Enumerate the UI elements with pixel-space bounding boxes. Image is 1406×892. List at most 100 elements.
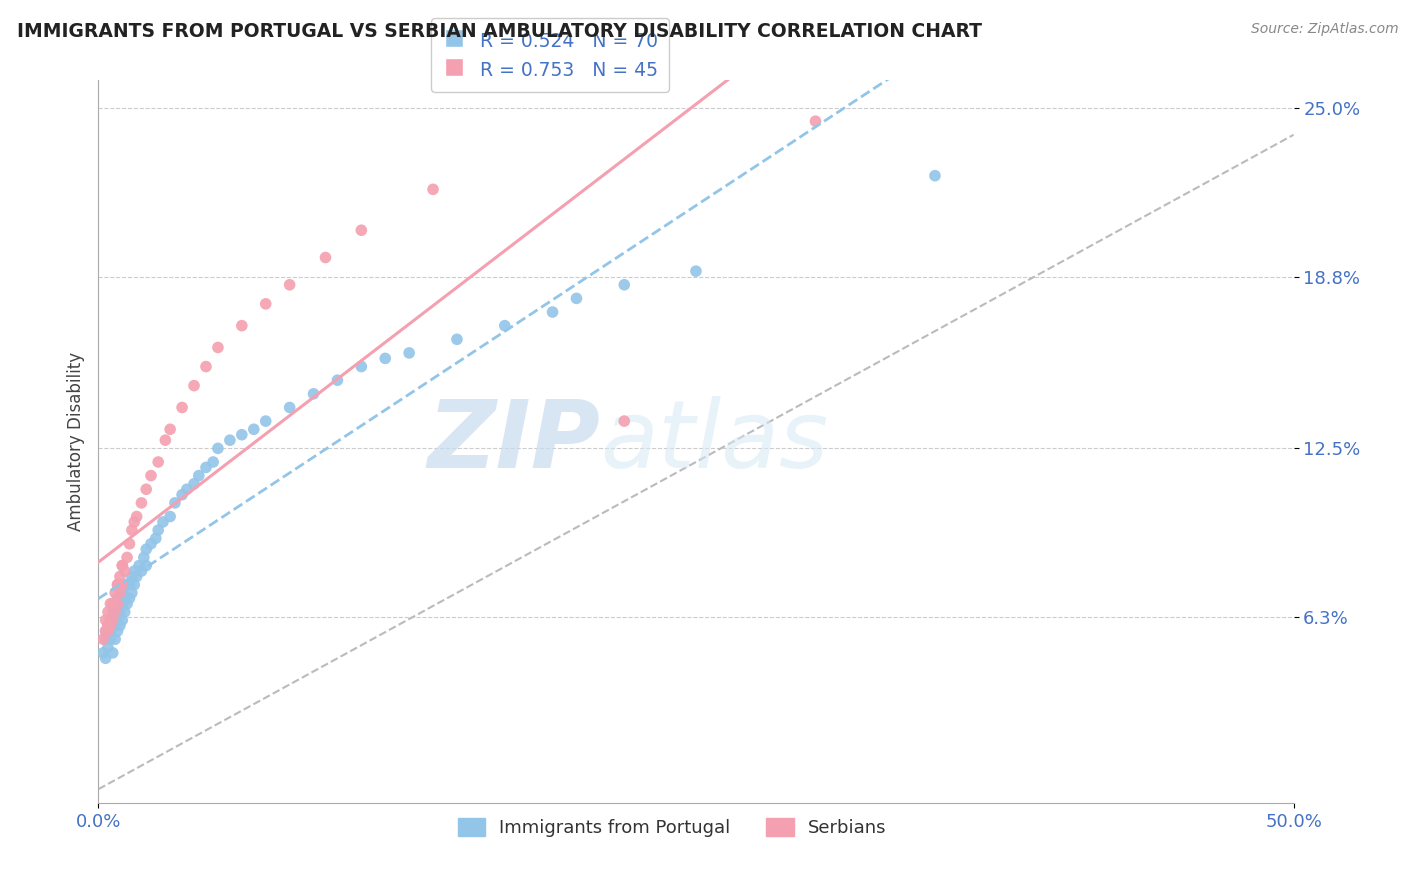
Point xyxy=(446,332,468,346)
Point xyxy=(104,632,127,647)
Point xyxy=(183,378,205,392)
Point xyxy=(172,488,194,502)
Point xyxy=(207,341,229,355)
Point xyxy=(278,401,301,415)
Point xyxy=(111,586,134,600)
Point xyxy=(108,569,131,583)
Point xyxy=(104,618,127,632)
Point xyxy=(97,640,120,655)
Point xyxy=(111,613,134,627)
Point xyxy=(91,646,114,660)
Point xyxy=(114,591,136,606)
Point xyxy=(163,496,186,510)
Point xyxy=(219,433,242,447)
Point xyxy=(125,509,148,524)
Point xyxy=(98,613,122,627)
Point xyxy=(94,613,117,627)
Point xyxy=(195,359,218,374)
Point xyxy=(172,401,194,415)
Point xyxy=(111,577,134,591)
Point xyxy=(139,537,162,551)
Point xyxy=(115,577,138,591)
Point xyxy=(152,515,174,529)
Point xyxy=(131,564,153,578)
Point xyxy=(565,292,588,306)
Point xyxy=(128,558,150,573)
Point xyxy=(315,251,337,265)
Point xyxy=(135,482,157,496)
Point xyxy=(94,651,117,665)
Point xyxy=(350,359,373,374)
Point xyxy=(104,586,127,600)
Point xyxy=(101,597,124,611)
Point xyxy=(97,605,120,619)
Point xyxy=(108,586,131,600)
Point xyxy=(118,537,141,551)
Legend: Immigrants from Portugal, Serbians: Immigrants from Portugal, Serbians xyxy=(450,811,894,845)
Point xyxy=(107,613,129,627)
Point xyxy=(107,597,129,611)
Point xyxy=(97,618,120,632)
Point xyxy=(118,577,141,591)
Point xyxy=(398,346,420,360)
Point xyxy=(121,569,143,583)
Point xyxy=(804,114,827,128)
Text: IMMIGRANTS FROM PORTUGAL VS SERBIAN AMBULATORY DISABILITY CORRELATION CHART: IMMIGRANTS FROM PORTUGAL VS SERBIAN AMBU… xyxy=(17,22,981,41)
Point xyxy=(176,482,198,496)
Point xyxy=(98,618,122,632)
Point xyxy=(145,532,167,546)
Point xyxy=(155,433,177,447)
Point xyxy=(115,550,138,565)
Point xyxy=(121,523,143,537)
Point xyxy=(114,564,136,578)
Point xyxy=(135,542,157,557)
Point xyxy=(924,169,946,183)
Point xyxy=(118,591,141,606)
Point xyxy=(195,460,218,475)
Point xyxy=(111,558,134,573)
Point xyxy=(541,305,564,319)
Point xyxy=(135,558,157,573)
Point xyxy=(108,605,131,619)
Point xyxy=(101,605,124,619)
Point xyxy=(124,564,146,578)
Point xyxy=(111,597,134,611)
Point xyxy=(104,605,127,619)
Point xyxy=(108,618,131,632)
Point xyxy=(254,414,277,428)
Point xyxy=(91,632,114,647)
Point xyxy=(115,597,138,611)
Y-axis label: Ambulatory Disability: Ambulatory Disability xyxy=(66,352,84,531)
Point xyxy=(207,442,229,456)
Text: Source: ZipAtlas.com: Source: ZipAtlas.com xyxy=(1251,22,1399,37)
Point xyxy=(107,577,129,591)
Point xyxy=(108,597,131,611)
Point xyxy=(107,577,129,591)
Point xyxy=(97,618,120,632)
Point xyxy=(350,223,373,237)
Point xyxy=(124,515,146,529)
Point xyxy=(139,468,162,483)
Point xyxy=(114,605,136,619)
Text: atlas: atlas xyxy=(600,396,828,487)
Point xyxy=(101,613,124,627)
Point xyxy=(326,373,349,387)
Point xyxy=(159,509,181,524)
Point xyxy=(183,476,205,491)
Point xyxy=(101,618,124,632)
Point xyxy=(422,182,444,196)
Point xyxy=(125,569,148,583)
Point xyxy=(302,387,325,401)
Point xyxy=(101,597,124,611)
Point xyxy=(613,414,636,428)
Point xyxy=(97,624,120,638)
Point xyxy=(202,455,225,469)
Point xyxy=(101,646,124,660)
Point xyxy=(94,632,117,647)
Point xyxy=(94,624,117,638)
Point xyxy=(148,523,170,537)
Point xyxy=(107,591,129,606)
Point xyxy=(104,605,127,619)
Point xyxy=(231,427,253,442)
Point xyxy=(107,624,129,638)
